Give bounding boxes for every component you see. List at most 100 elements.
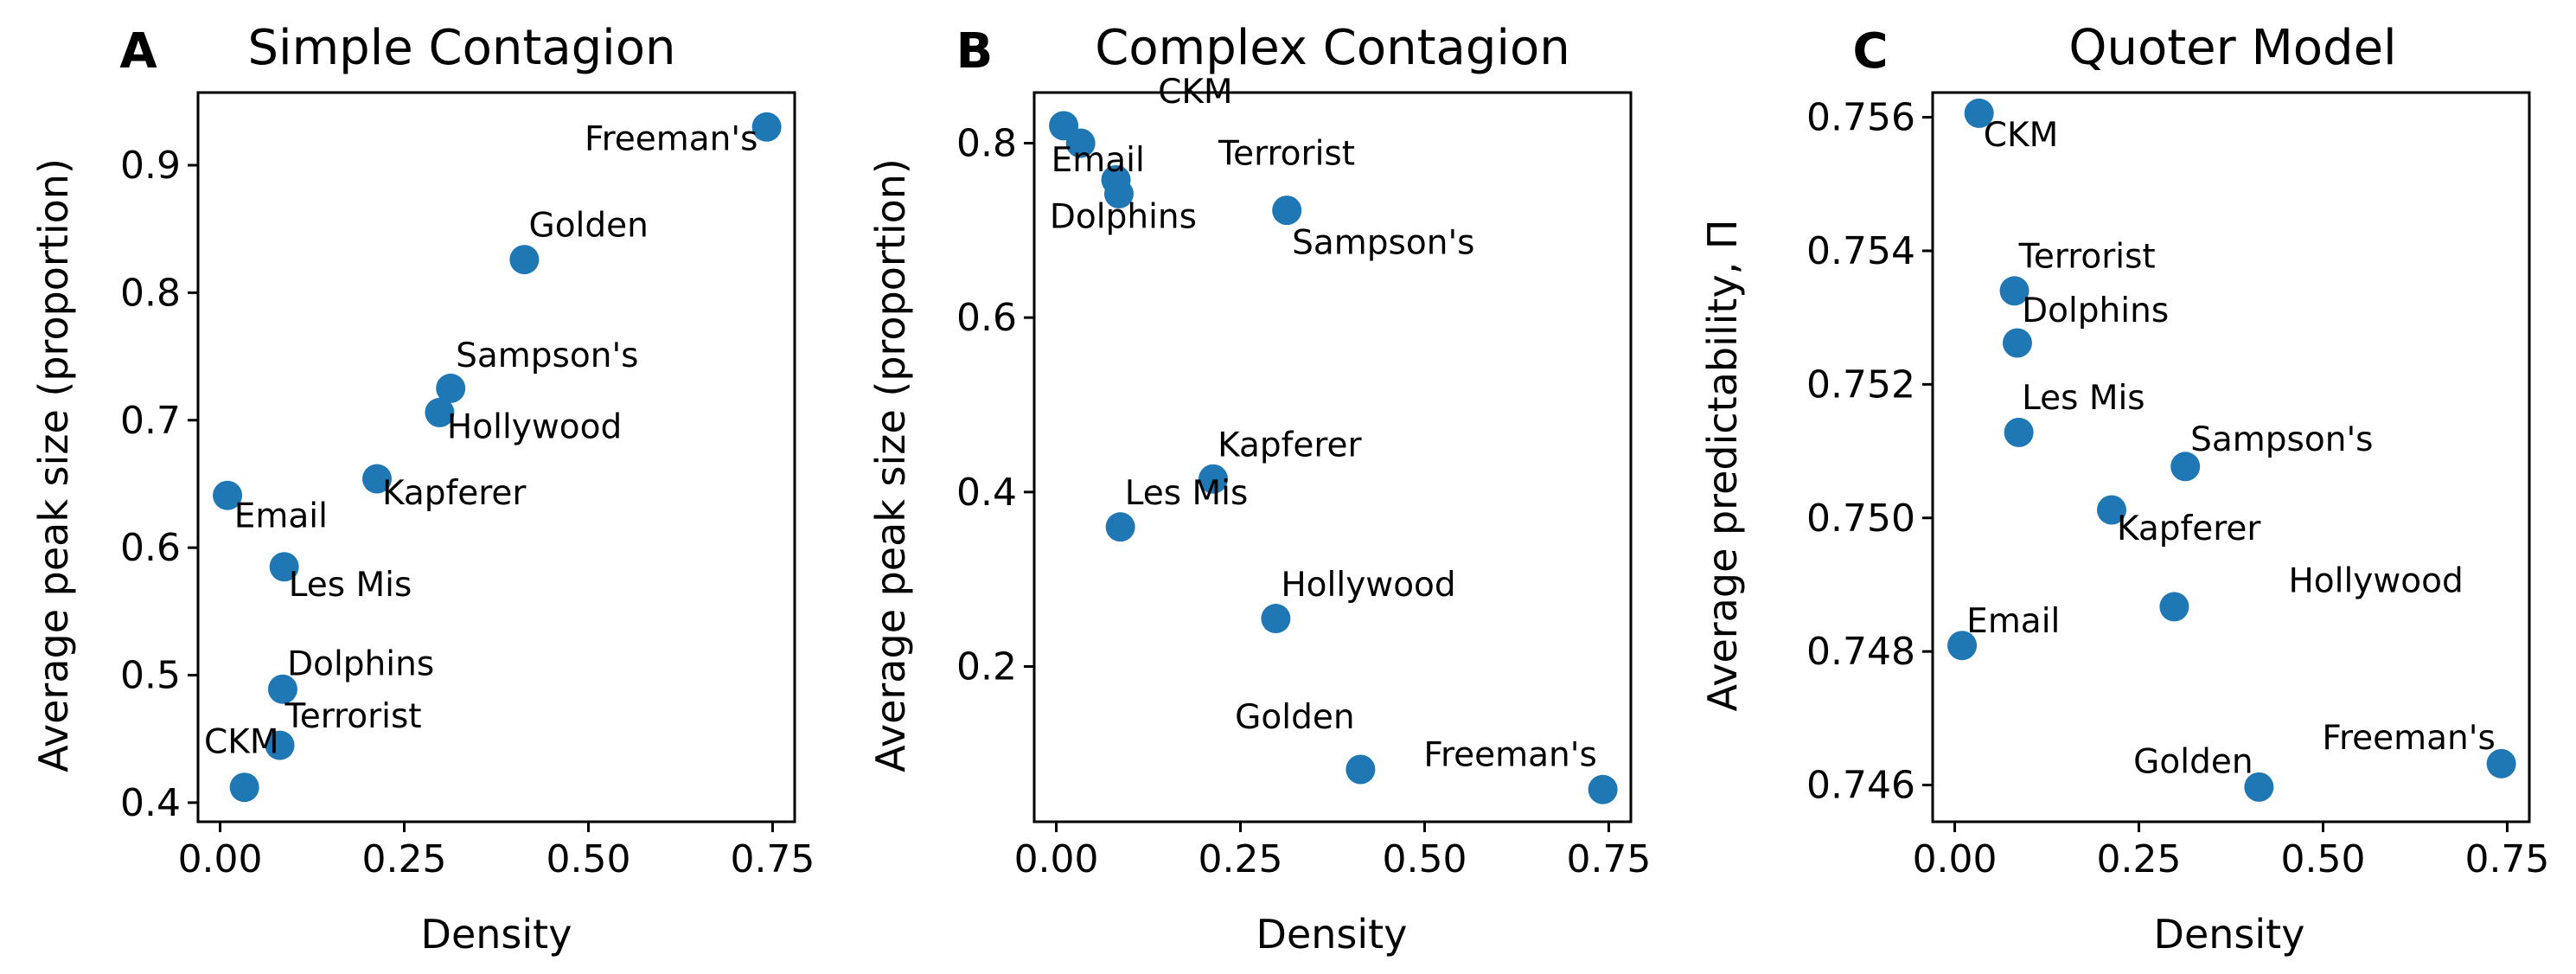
data-point	[2170, 452, 2201, 482]
data-point	[2097, 495, 2126, 525]
y-tick-label: 0.750	[1806, 497, 1915, 541]
x-tick-label: 0.75	[2464, 837, 2549, 881]
data-point	[265, 730, 295, 760]
point-label: Golden	[1235, 698, 1354, 737]
y-tick-label: 0.6	[120, 526, 181, 570]
data-point	[1947, 631, 1978, 661]
data-point	[1065, 128, 1096, 158]
x-axis-label: Density	[421, 911, 572, 958]
point-label: Sampson's	[456, 336, 638, 375]
y-tick-label: 0.752	[1806, 362, 1915, 407]
data-point	[1261, 604, 1291, 634]
point-label: Email	[1966, 602, 2060, 641]
point-label: Freeman's	[1423, 735, 1596, 774]
data-point	[1346, 754, 1376, 785]
x-axis-label: Density	[2154, 911, 2305, 958]
point-label: CKM	[204, 722, 278, 761]
panel-letter: B	[956, 23, 994, 80]
point-label: Sampson's	[2190, 420, 2373, 459]
x-tick-label: 0.00	[178, 837, 263, 881]
point-label: Sampson's	[1292, 224, 1474, 263]
axis-ticks: 0.00 0.25 0.50 0.75 0.746 0.748 0.750 0.752 0.75…	[1806, 96, 2549, 881]
point-label: CKM	[1984, 116, 2058, 155]
y-tick-label: 0.4	[956, 471, 1017, 515]
chart-title: Complex Contagion	[1095, 20, 1569, 76]
y-tick-label: 0.5	[120, 654, 181, 698]
point-label: Kapferer	[382, 474, 527, 513]
panel-letter: A	[119, 23, 157, 80]
y-axis-label: Average predictability, Π	[1699, 219, 1746, 711]
plot-frame	[1931, 91, 2531, 823]
y-tick-label: 0.8	[120, 271, 181, 315]
data-point	[1964, 98, 1994, 128]
point-labels: CKM Terrorist Dolphins Les Mis Sampson's Kapf…	[1966, 116, 2496, 782]
data-point	[269, 552, 299, 582]
x-tick-label: 0.00	[1014, 837, 1099, 881]
x-tick-label: 0.50	[2280, 837, 2365, 881]
data-point	[1588, 774, 1618, 804]
x-tick-label: 0.00	[1913, 837, 1998, 881]
x-axis-label: Density	[1256, 911, 1408, 958]
y-tick-label: 0.2	[956, 645, 1017, 689]
point-label: Email	[234, 497, 328, 536]
data-point	[1103, 178, 1134, 208]
point-label: Kapferer	[1218, 426, 1362, 465]
point-label: Les Mis	[1125, 474, 1249, 513]
point-label: Hollywood	[2288, 561, 2463, 600]
point-label: Email	[1051, 141, 1145, 180]
data-point	[2159, 592, 2189, 622]
point-label: Golden	[2133, 743, 2253, 782]
data-points	[213, 112, 782, 803]
panel-letter: C	[1852, 23, 1888, 80]
plot-frame	[1032, 91, 1633, 823]
data-point	[751, 112, 782, 142]
y-tick-label: 0.756	[1806, 96, 1915, 140]
y-axis-label: Average peak size (proportion)	[867, 158, 914, 772]
point-label: Terrorist	[2018, 237, 2156, 276]
y-tick-label: 0.748	[1806, 630, 1915, 674]
point-label: Freeman's	[2322, 719, 2495, 758]
data-point	[213, 480, 243, 510]
panel-quoter-model: C Quoter Model Density Average predictab…	[1699, 20, 2549, 958]
plot-frame	[196, 91, 796, 823]
y-tick-label: 0.4	[120, 781, 181, 825]
data-point	[2486, 748, 2516, 779]
x-tick-label: 0.25	[362, 837, 447, 881]
point-label: Dolphins	[287, 645, 434, 684]
axis-ticks: 0.00 0.25 0.50 0.75 0.4 0.5 0.6 0.7 0.8 0.9	[120, 144, 815, 881]
panel-complex-contagion: B Complex Contagion Density Average peak…	[867, 20, 1651, 958]
point-label: Freeman's	[585, 119, 757, 158]
y-axis-label: Average peak size (proportion)	[30, 158, 77, 772]
y-tick-label: 0.746	[1806, 764, 1915, 808]
data-point	[229, 772, 259, 803]
y-tick-label: 0.754	[1806, 229, 1915, 273]
point-label: Hollywood	[447, 407, 622, 446]
data-point	[425, 397, 455, 427]
data-point	[509, 245, 540, 275]
point-label: Terrorist	[1218, 135, 1355, 174]
point-label: Dolphins	[2022, 292, 2169, 330]
x-tick-label: 0.50	[546, 837, 630, 881]
point-label: CKM	[1158, 73, 1232, 112]
x-tick-label: 0.75	[1566, 837, 1651, 881]
point-label: Les Mis	[289, 566, 412, 605]
panel-simple-contagion: A Simple Contagion Density Average peak …	[30, 20, 815, 958]
chart-title: Simple Contagion	[247, 20, 675, 76]
y-tick-label: 0.7	[120, 399, 181, 443]
point-label: Dolphins	[1050, 197, 1197, 236]
data-point	[2004, 417, 2034, 447]
point-label: Kapferer	[2117, 509, 2261, 548]
data-point	[2002, 328, 2032, 358]
data-point	[1105, 512, 1135, 542]
y-tick-label: 0.8	[956, 121, 1017, 165]
point-label: Terrorist	[284, 697, 422, 736]
data-point	[436, 373, 466, 403]
data-point	[267, 674, 297, 704]
chart-title: Quoter Model	[2068, 20, 2396, 76]
data-points	[1049, 111, 1618, 804]
data-point	[2244, 772, 2274, 802]
data-point	[1272, 195, 1302, 226]
y-tick-label: 0.6	[956, 296, 1017, 340]
